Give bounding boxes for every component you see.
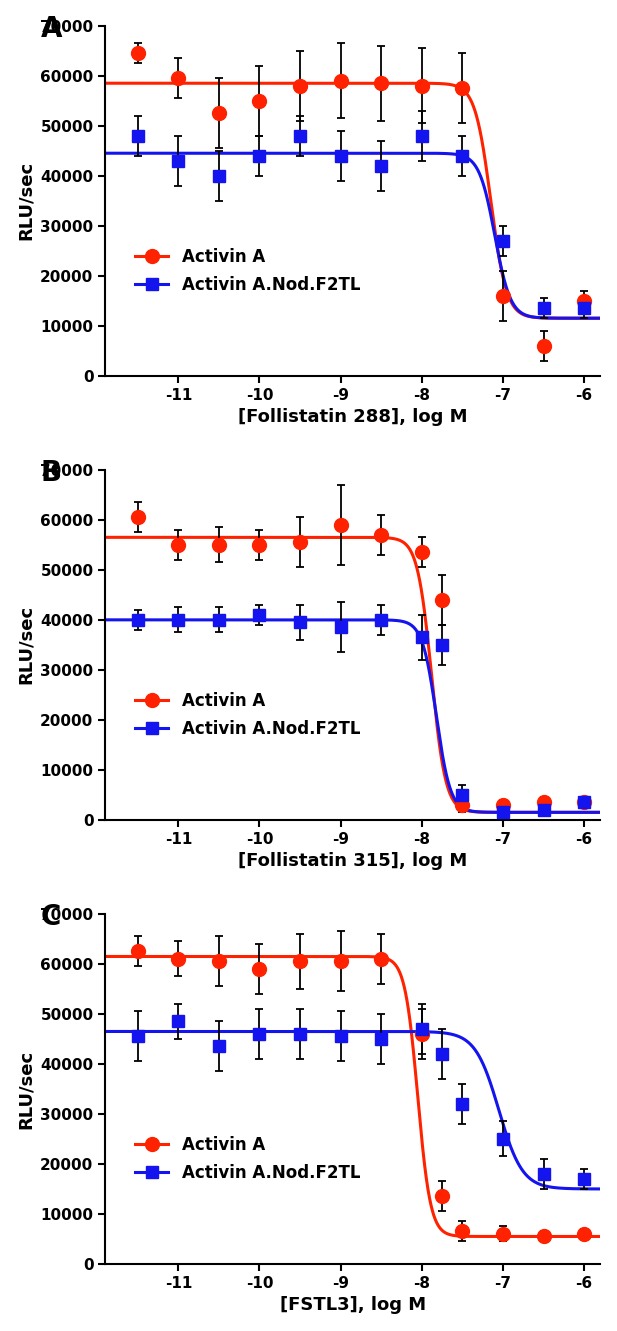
Y-axis label: RLU/sec: RLU/sec: [17, 606, 35, 684]
Text: C: C: [41, 904, 61, 932]
Legend: Activin A, Activin A.Nod.F2TL: Activin A, Activin A.Nod.F2TL: [128, 1129, 367, 1189]
X-axis label: [Follistatin 288], log M: [Follistatin 288], log M: [238, 409, 468, 426]
Legend: Activin A, Activin A.Nod.F2TL: Activin A, Activin A.Nod.F2TL: [128, 241, 367, 301]
Y-axis label: RLU/sec: RLU/sec: [17, 161, 35, 241]
X-axis label: [Follistatin 315], log M: [Follistatin 315], log M: [238, 852, 468, 870]
Legend: Activin A, Activin A.Nod.F2TL: Activin A, Activin A.Nod.F2TL: [128, 685, 367, 744]
X-axis label: [FSTL3], log M: [FSTL3], log M: [280, 1296, 426, 1314]
Y-axis label: RLU/sec: RLU/sec: [17, 1049, 35, 1129]
Text: B: B: [41, 459, 62, 487]
Text: A: A: [41, 15, 62, 43]
